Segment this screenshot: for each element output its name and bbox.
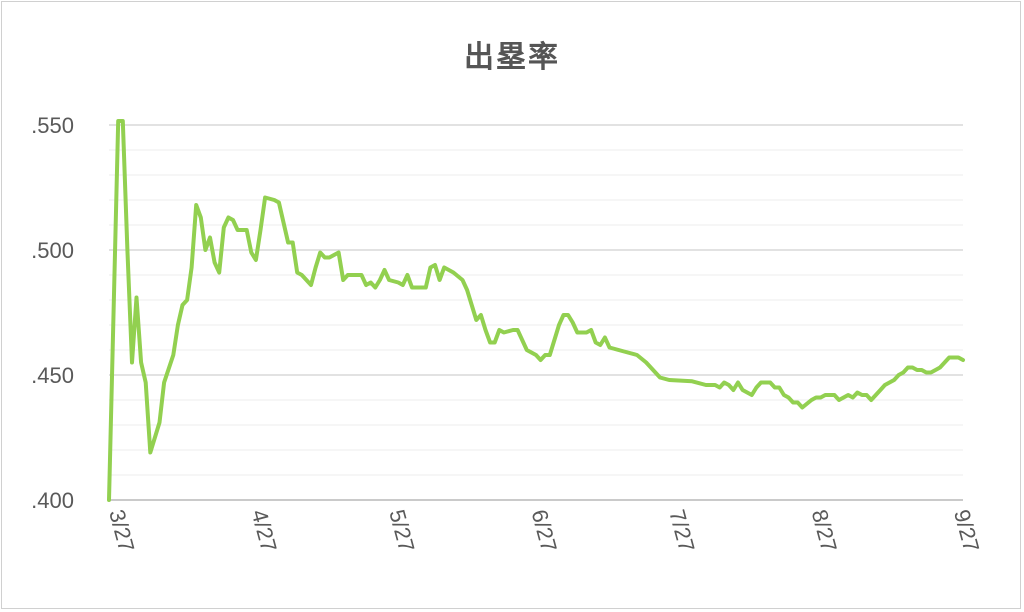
x-tick-label: 3/27	[104, 507, 139, 555]
x-tick-label: 8/27	[807, 507, 842, 555]
y-tick-label: .550	[31, 113, 74, 138]
x-tick-label: 9/27	[949, 507, 984, 555]
x-tick-label: 6/27	[527, 507, 562, 555]
y-tick-label: .400	[31, 488, 74, 513]
chart-title: 出塁率	[464, 40, 560, 75]
y-tick-label: .450	[31, 363, 74, 388]
series-line	[107, 119, 965, 502]
y-tick-label: .500	[31, 238, 74, 263]
x-tick-label: 7/27	[664, 507, 699, 555]
x-tick-label: 5/27	[384, 507, 419, 555]
x-tick-label: 4/27	[247, 507, 282, 555]
